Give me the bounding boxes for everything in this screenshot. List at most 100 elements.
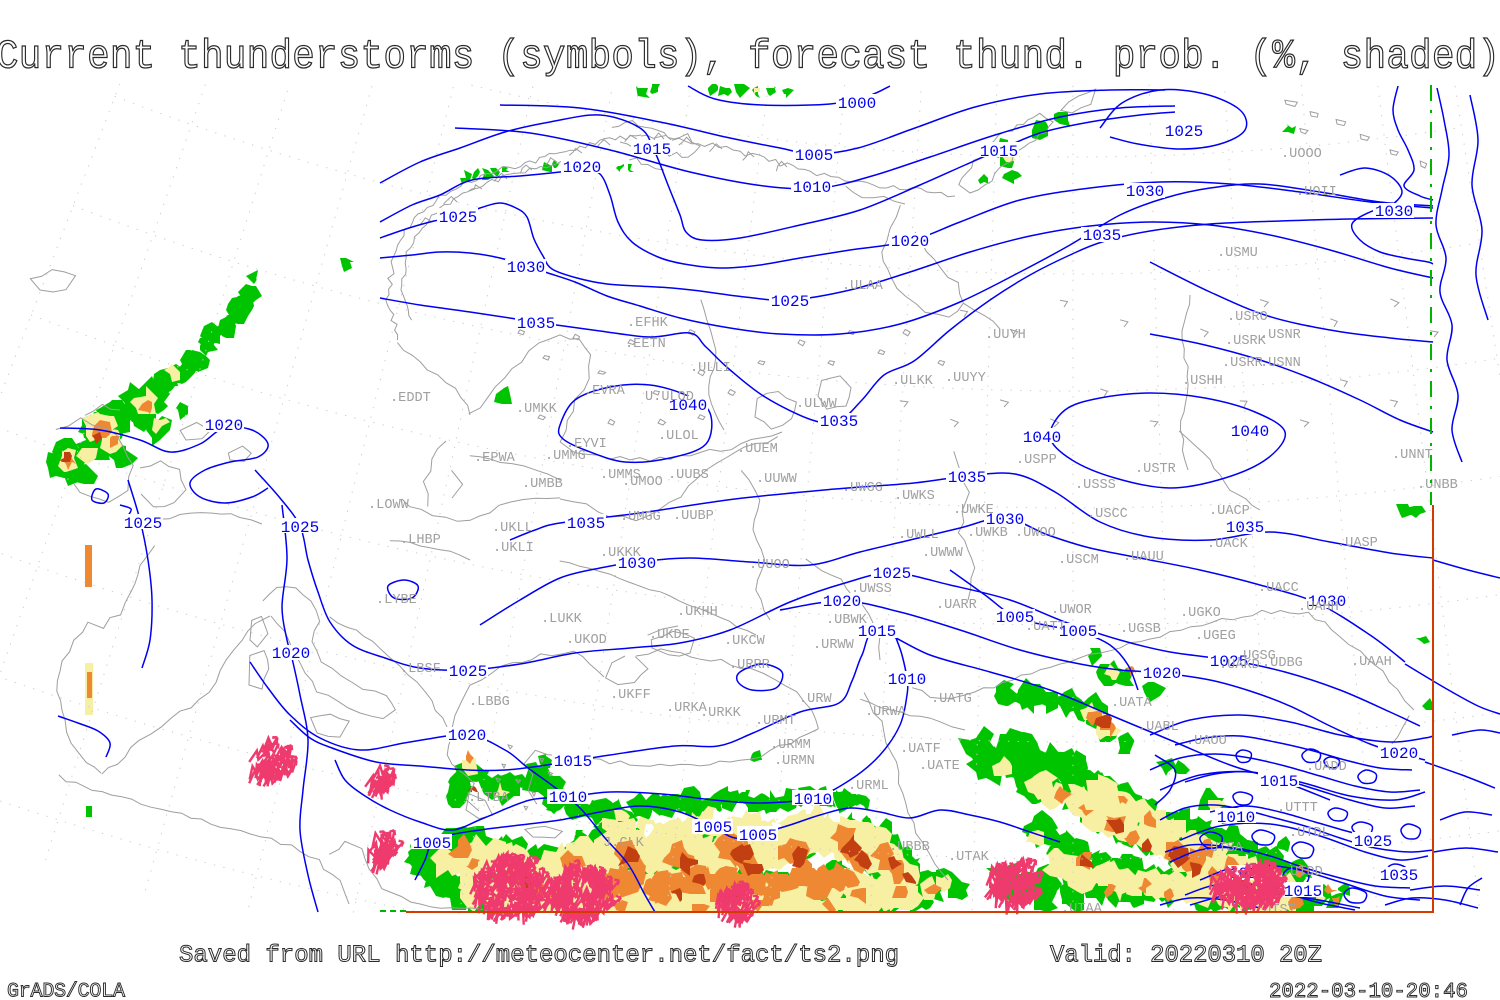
svg-text:1030: 1030 (1126, 183, 1164, 201)
svg-text:.LUKK: .LUKK (541, 612, 583, 627)
svg-text:1015: 1015 (1284, 883, 1322, 901)
svg-text:.USNN: .USNN (1260, 356, 1301, 371)
svg-text:.UWKE: .UWKE (953, 503, 994, 518)
svg-text:.UMGG: .UMGG (620, 510, 661, 525)
svg-text:1005: 1005 (694, 819, 732, 837)
svg-text:.LOWW: .LOWW (368, 498, 410, 513)
svg-text:.UGSG: .UGSG (1235, 649, 1276, 664)
svg-text:1030: 1030 (1375, 203, 1413, 221)
svg-text:1015: 1015 (858, 623, 896, 641)
svg-text:1020: 1020 (272, 645, 310, 663)
svg-text:1020: 1020 (1143, 665, 1181, 683)
svg-text:.UAUU: .UAUU (1123, 550, 1164, 565)
svg-text:.UACP: .UACP (1209, 504, 1250, 519)
svg-text:.UBWK: .UBWK (826, 613, 868, 628)
svg-text:.URKK: .URKK (700, 706, 742, 721)
svg-text:1015: 1015 (554, 753, 592, 771)
svg-text:.UKLL: .UKLL (492, 521, 533, 536)
svg-text:.USCC: .USCC (1087, 507, 1128, 522)
svg-text:1015: 1015 (633, 141, 671, 159)
svg-text:.URRR: .URRR (729, 658, 770, 673)
svg-text:.URWA: .URWA (865, 705, 907, 720)
svg-text:.UKCW: .UKCW (724, 634, 766, 649)
svg-text:1015: 1015 (980, 143, 1018, 161)
svg-text:Valid: 20220310 20Z: Valid: 20220310 20Z (1050, 943, 1322, 970)
svg-text:.UUYH: .UUYH (985, 328, 1026, 343)
svg-text:.UKLI: .UKLI (493, 541, 534, 556)
svg-text:.UGEG: .UGEG (1195, 629, 1236, 644)
svg-text:1010: 1010 (549, 789, 587, 807)
svg-text:.URW: .URW (799, 692, 832, 707)
svg-text:1025: 1025 (281, 519, 319, 537)
svg-text:.UMMG: .UMMG (545, 449, 586, 464)
svg-text:.UATG: .UATG (931, 692, 972, 707)
svg-text:.UACK: .UACK (1207, 537, 1249, 552)
svg-text:.UUYY: .UUYY (945, 371, 986, 386)
svg-text:.USSS: .USSS (1075, 478, 1116, 493)
svg-text:1040: 1040 (1023, 429, 1061, 447)
svg-text:.UTDL: .UTDL (1289, 826, 1330, 841)
svg-text:.EPWA: .EPWA (474, 451, 516, 466)
svg-text:.LBSF: .LBSF (400, 662, 441, 677)
svg-text:1020: 1020 (823, 593, 861, 611)
svg-text:.UMBB: .UMBB (522, 477, 563, 492)
svg-text:.USRR: .USRR (1222, 356, 1263, 371)
svg-text:.UWKS: .UWKS (894, 489, 935, 504)
svg-text:.USMU: .USMU (1217, 246, 1258, 261)
svg-text:.LBBG: .LBBG (469, 695, 510, 710)
svg-text:1020: 1020 (563, 159, 601, 177)
svg-text:.EYVI: .EYVI (566, 437, 607, 452)
svg-text:.USHH: .USHH (1182, 374, 1223, 389)
svg-text:.USTR: .USTR (1135, 462, 1176, 477)
svg-text:.UKKK: .UKKK (600, 546, 642, 561)
svg-text:.USRO: .USRO (1227, 310, 1268, 325)
svg-text:1025: 1025 (1165, 123, 1203, 141)
svg-text:.UASP: .UASP (1337, 536, 1378, 551)
svg-text:.EETN: .EETN (625, 337, 666, 352)
svg-text:.UAKD: .UAKD (1219, 658, 1260, 673)
svg-text:.UWLL: .UWLL (898, 528, 939, 543)
svg-text:.URML: .URML (848, 779, 889, 794)
svg-text:1030: 1030 (986, 511, 1024, 529)
svg-text:.UWOR: .UWOR (1051, 603, 1092, 618)
svg-text:.UAHH: .UAHH (1298, 600, 1339, 615)
svg-text:.UDBG: .UDBG (1262, 656, 1303, 671)
svg-text:1020: 1020 (205, 417, 243, 435)
svg-text:.UTSA: .UTSA (1202, 841, 1244, 856)
svg-text:U.ULOD: U.ULOD (645, 390, 694, 405)
svg-text:1035: 1035 (820, 413, 858, 431)
svg-text:.USCM: .USCM (1058, 553, 1099, 568)
svg-text:1020: 1020 (891, 233, 929, 251)
svg-text:.USRK: .USRK (1225, 334, 1267, 349)
svg-text:1040: 1040 (669, 397, 707, 415)
svg-text:.UARR: .UARR (936, 598, 977, 613)
svg-text:1010: 1010 (794, 791, 832, 809)
svg-text:1035: 1035 (1380, 867, 1418, 885)
svg-text:.UWKB: .UWKB (967, 526, 1008, 541)
svg-text:.UUOO: .UUOO (749, 558, 790, 573)
svg-text:.UTST: .UTST (1255, 903, 1296, 918)
svg-text:.UWSS: .UWSS (851, 582, 892, 597)
svg-text:Saved from URL http://meteocen: Saved from URL http://meteocenter.net/fa… (179, 943, 899, 970)
svg-text:.UTAK: .UTAK (948, 850, 990, 865)
svg-text:.URMM: .URMM (770, 738, 811, 753)
svg-text:.UUWW: .UUWW (756, 472, 798, 487)
svg-text:.URKA: .URKA (666, 701, 708, 716)
svg-text:1035: 1035 (517, 315, 555, 333)
svg-text:.UABL: .UABL (1138, 720, 1179, 735)
svg-text:.EVRA: .EVRA (584, 384, 626, 399)
svg-text:.UUEM: .UUEM (737, 442, 778, 457)
svg-text:.UOOO: .UOOO (1281, 147, 1322, 162)
svg-text:2022-03-10-20:46: 2022-03-10-20:46 (1269, 981, 1468, 1000)
svg-text:1025: 1025 (771, 293, 809, 311)
svg-text:.ULOL: .ULOL (658, 429, 699, 444)
svg-text:.UUBS: .UUBS (668, 468, 709, 483)
svg-text:.ULKK: .ULKK (892, 374, 934, 389)
svg-text:.UACC: .UACC (1258, 581, 1299, 596)
svg-text:.UMOO: .UMOO (622, 475, 663, 490)
svg-text:1005: 1005 (996, 609, 1034, 627)
svg-text:1030: 1030 (618, 555, 656, 573)
svg-text:.ULAA: .ULAA (842, 279, 884, 294)
svg-text:1035: 1035 (1226, 519, 1264, 537)
svg-text:1010: 1010 (888, 671, 926, 689)
